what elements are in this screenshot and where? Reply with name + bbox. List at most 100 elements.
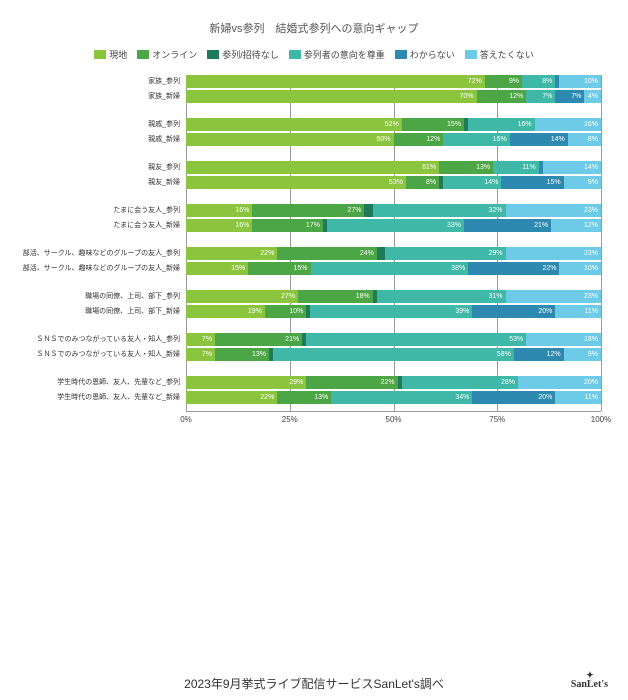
bar-row: ＳＮＳでのみつながっている友人・知人_参列7%21%53%18% — [186, 333, 601, 346]
stacked-bar: 72%9%8%10% — [186, 75, 601, 88]
bar-segment: 22% — [468, 262, 559, 275]
bar-row: 親友_新婦53%8%14%15%9% — [186, 176, 601, 189]
bar-row: 親友_参列61%13%11%14% — [186, 161, 601, 174]
bar-segment: 23% — [506, 247, 601, 260]
bar-segment: 21% — [464, 219, 551, 232]
stacked-bar: 16%17%33%21%12% — [186, 219, 601, 232]
bar-row: たまに会う友人_参列16%27%32%23% — [186, 204, 601, 217]
row-label: ＳＮＳでのみつながっている友人・知人_新婦 — [4, 348, 186, 361]
plot: 家族_参列72%9%8%10% 家族_新婦70%12%7%7%4% 親戚_参列52%… — [186, 75, 601, 429]
bar-segment: 14% — [443, 176, 501, 189]
bar-row: 親戚_参列52%15%16%16% — [186, 118, 601, 131]
bar-segment — [364, 204, 372, 217]
bar-segment: 34% — [331, 391, 472, 404]
stacked-bar: 29%22%28%20% — [186, 376, 601, 389]
axis-tick: 50% — [385, 415, 401, 424]
brand-logo: ✦ SanLet's — [571, 671, 608, 690]
legend-item: 現地 — [94, 48, 127, 61]
bar-segment: 52% — [186, 118, 402, 131]
legend-swatch — [207, 50, 219, 59]
bar-segment: 16% — [443, 133, 509, 146]
legend-label: オンライン — [152, 48, 197, 61]
bar-segment: 22% — [306, 376, 397, 389]
bar-group: ＳＮＳでのみつながっている友人・知人_参列7%21%53%18% ＳＮＳでのみつな… — [186, 333, 601, 361]
bar-segment: 7% — [186, 333, 215, 346]
row-label: たまに会う友人_新婦 — [4, 219, 186, 232]
bar-segment: 16% — [186, 219, 252, 232]
bar-group: たまに会う友人_参列16%27%32%23%たまに会う友人_新婦16%17%33… — [186, 204, 601, 232]
row-label: 親友_新婦 — [4, 176, 186, 189]
bar-row: ＳＮＳでのみつながっている友人・知人_新婦7%13%58%12%9% — [186, 348, 601, 361]
bar-segment: 39% — [310, 305, 472, 318]
legend-item: 参列/招待なし — [207, 48, 279, 61]
row-label: 学生時代の恩師、友人、先輩など_参列 — [4, 376, 186, 389]
bar-segment: 22% — [186, 391, 277, 404]
bar-segment: 8% — [568, 133, 601, 146]
stacked-bar: 7%13%58%12%9% — [186, 348, 601, 361]
gridline — [601, 75, 602, 411]
bar-segment: 10% — [559, 262, 601, 275]
stacked-bar: 19%10%39%20%11% — [186, 305, 601, 318]
legend-swatch — [137, 50, 149, 59]
bar-row: 職場の同僚、上司、部下_参列27%18%31%23% — [186, 290, 601, 303]
bar-segment: 10% — [559, 75, 601, 88]
bar-segment: 61% — [186, 161, 439, 174]
bar-segment: 12% — [514, 348, 564, 361]
bar-row: 学生時代の恩師、友人、先輩など_参列29%22%28%20% — [186, 376, 601, 389]
bar-segment: 23% — [506, 204, 601, 217]
bar-segment: 13% — [277, 391, 331, 404]
bar-segment: 9% — [564, 348, 601, 361]
row-label: 家族_新婦 — [4, 90, 186, 103]
stacked-bar: 15%15%38%22%10% — [186, 262, 601, 275]
bar-segment: 50% — [186, 133, 394, 146]
stacked-bar: 61%13%11%14% — [186, 161, 601, 174]
bar-row: 家族_新婦70%12%7%7%4% — [186, 90, 601, 103]
bar-row: 家族_参列72%9%8%10% — [186, 75, 601, 88]
bar-segment: 33% — [327, 219, 464, 232]
bar-segment: 24% — [277, 247, 377, 260]
bar-segment: 13% — [439, 161, 493, 174]
row-label: たまに会う友人_参列 — [4, 204, 186, 217]
bar-segment: 16% — [186, 204, 252, 217]
legend-item: 答えたくない — [465, 48, 534, 61]
stacked-bar: 27%18%31%23% — [186, 290, 601, 303]
bar-segment: 13% — [215, 348, 269, 361]
stacked-bar: 53%8%14%15%9% — [186, 176, 601, 189]
bar-row: 職場の同僚、上司、部下_新婦19%10%39%20%11% — [186, 305, 601, 318]
bar-row: たまに会う友人_新婦16%17%33%21%12% — [186, 219, 601, 232]
bar-segment: 38% — [311, 262, 469, 275]
bar-group: 学生時代の恩師、友人、先輩など_参列29%22%28%20% 学生時代の恩師、友人… — [186, 376, 601, 404]
row-label: ＳＮＳでのみつながっている友人・知人_参列 — [4, 333, 186, 346]
legend-item: オンライン — [137, 48, 197, 61]
bar-row: 学生時代の恩師、友人、先輩など_新婦22%13%34%20%11% — [186, 391, 601, 404]
legend-item: 参列者の意向を尊重 — [289, 48, 385, 61]
bar-segment: 27% — [252, 204, 364, 217]
logo-text: SanLet's — [571, 679, 608, 690]
bar-segment: 12% — [394, 133, 444, 146]
bar-segment: 16% — [468, 118, 534, 131]
bar-group: 親戚_参列52%15%16%16%親戚_新婦50%12%16%14%8% — [186, 118, 601, 146]
row-label: 家族_参列 — [4, 75, 186, 88]
legend-swatch — [395, 50, 407, 59]
bar-segment: 7% — [526, 90, 555, 103]
stacked-bar: 16%27% 32%23% — [186, 204, 601, 217]
bar-segment: 32% — [373, 204, 506, 217]
legend-item: わからない — [395, 48, 455, 61]
legend-label: 答えたくない — [480, 48, 534, 61]
bar-segment: 15% — [501, 176, 563, 189]
bar-group: 部活、サークル、趣味などのグループの友人_参列22%24%29%23%部活、サー… — [186, 247, 601, 275]
bar-segment: 8% — [406, 176, 439, 189]
row-label: 部活、サークル、趣味などのグループの友人_新婦 — [4, 262, 186, 275]
bar-row: 部活、サークル、趣味などのグループの友人_新婦15%15%38%22%10% — [186, 262, 601, 275]
bar-segment: 20% — [518, 376, 601, 389]
bar-segment: 9% — [485, 75, 522, 88]
row-label: 職場の同僚、上司、部下_新婦 — [4, 305, 186, 318]
footer-caption: 2023年9月挙式ライブ配信サービスSanLet's調べ — [0, 675, 628, 692]
stacked-bar: 22%13%34%20%11% — [186, 391, 601, 404]
bar-segment: 19% — [186, 305, 265, 318]
bar-segment: 72% — [186, 75, 485, 88]
bar-segment: 12% — [551, 219, 601, 232]
axis-tick: 100% — [591, 415, 611, 424]
bar-segment: 21% — [215, 333, 302, 346]
row-label: 学生時代の恩師、友人、先輩など_新婦 — [4, 391, 186, 404]
